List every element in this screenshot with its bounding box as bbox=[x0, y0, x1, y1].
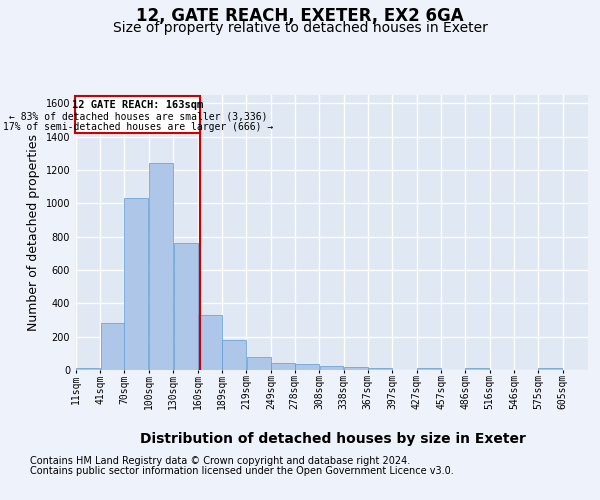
Bar bbox=[271, 363, 295, 370]
Bar bbox=[344, 366, 368, 370]
Bar bbox=[101, 324, 125, 370]
Bar bbox=[149, 162, 173, 370]
Bar bbox=[198, 315, 222, 370]
Text: Size of property relative to detached houses in Exeter: Size of property relative to detached ho… bbox=[113, 21, 487, 35]
Text: 12, GATE REACH, EXETER, EX2 6GA: 12, GATE REACH, EXETER, EX2 6GA bbox=[136, 8, 464, 26]
Bar bbox=[222, 340, 246, 370]
Text: ← 83% of detached houses are smaller (3,336): ← 83% of detached houses are smaller (3,… bbox=[8, 111, 267, 121]
Bar bbox=[417, 368, 441, 370]
Bar bbox=[320, 366, 343, 370]
Bar bbox=[538, 368, 562, 370]
Bar bbox=[173, 244, 197, 370]
Bar bbox=[76, 368, 100, 370]
Text: 12 GATE REACH: 163sqm: 12 GATE REACH: 163sqm bbox=[72, 100, 203, 110]
Bar bbox=[466, 368, 490, 370]
Bar bbox=[368, 368, 392, 370]
Text: Distribution of detached houses by size in Exeter: Distribution of detached houses by size … bbox=[140, 432, 526, 446]
Bar bbox=[247, 356, 271, 370]
Text: Contains public sector information licensed under the Open Government Licence v3: Contains public sector information licen… bbox=[30, 466, 454, 476]
Bar bbox=[295, 364, 319, 370]
Bar bbox=[76, 96, 200, 134]
Text: Contains HM Land Registry data © Crown copyright and database right 2024.: Contains HM Land Registry data © Crown c… bbox=[30, 456, 410, 466]
Bar bbox=[124, 198, 148, 370]
Text: 17% of semi-detached houses are larger (666) →: 17% of semi-detached houses are larger (… bbox=[3, 122, 273, 132]
Y-axis label: Number of detached properties: Number of detached properties bbox=[27, 134, 40, 331]
